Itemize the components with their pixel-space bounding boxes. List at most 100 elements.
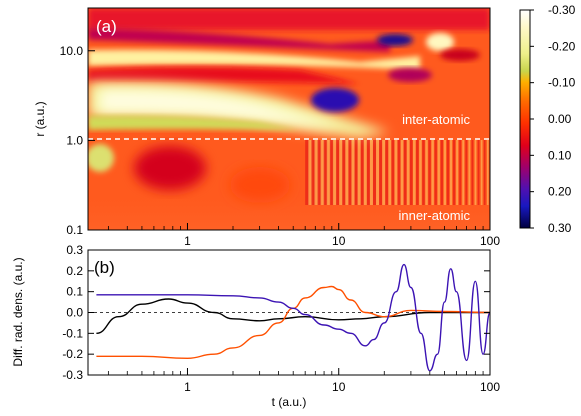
oscillation-stripe bbox=[335, 140, 340, 205]
line-y-tick-label: -0.1 bbox=[62, 326, 83, 340]
colorbar-tick-label: -0.10 bbox=[548, 76, 576, 90]
colorbar-gradient bbox=[519, 9, 531, 229]
heatmap-panel: (a) inter-atomic inner-atomic 1 10 1000.11… bbox=[33, 7, 501, 248]
oscillation-stripe bbox=[388, 140, 392, 205]
oscillation-stripe bbox=[465, 140, 468, 205]
oscillation-stripe bbox=[320, 140, 325, 205]
oscillation-stripe bbox=[394, 140, 398, 205]
oscillation-stripe bbox=[345, 140, 349, 205]
oscillation-stripe bbox=[428, 140, 431, 205]
oscillation-stripe bbox=[339, 140, 343, 205]
oscillation-stripe bbox=[363, 140, 367, 205]
oscillation-stripe bbox=[385, 140, 389, 205]
annotation-inner-atomic: inner-atomic bbox=[398, 208, 470, 223]
oscillation-stripe bbox=[406, 140, 410, 205]
series-line-0 bbox=[96, 298, 490, 334]
line-y-tick-label: 0.3 bbox=[66, 243, 83, 257]
oscillation-stripe bbox=[382, 140, 386, 205]
heatmap-y-tick-label: 10.0 bbox=[60, 44, 84, 58]
oscillation-stripe bbox=[486, 140, 489, 205]
oscillation-stripe bbox=[357, 140, 361, 205]
oscillation-stripe bbox=[317, 140, 322, 205]
oscillation-stripe bbox=[440, 140, 443, 205]
line-x-tick-label: 10 bbox=[332, 380, 346, 394]
oscillation-stripe bbox=[434, 140, 437, 205]
line-y-label: Diff. rad. dens. (a.u.) bbox=[11, 257, 25, 366]
heatmap-y-tick-label: 1.0 bbox=[66, 133, 83, 147]
line-series bbox=[96, 263, 490, 372]
annotation-inter-atomic: inter-atomic bbox=[402, 112, 470, 127]
colorbar-tick-label: 0.10 bbox=[548, 148, 572, 162]
oscillation-stripe bbox=[474, 140, 477, 205]
oscillation-stripe bbox=[391, 140, 395, 205]
oscillation-stripe bbox=[397, 140, 401, 205]
oscillation-stripe bbox=[314, 140, 319, 205]
oscillation-stripe bbox=[446, 140, 450, 205]
colorbar-ticks: -0.30 -0.20 -0.10 0.00 0.10 0.20 0.30 bbox=[530, 3, 576, 235]
line-y-tick-label: 0.0 bbox=[66, 306, 83, 320]
oscillation-stripe bbox=[483, 140, 486, 205]
oscillation-stripe bbox=[437, 140, 440, 205]
series-line-2 bbox=[96, 263, 490, 372]
oscillation-stripe bbox=[348, 140, 352, 205]
oscillation-stripe bbox=[332, 140, 337, 205]
oscillation-stripe bbox=[480, 140, 483, 205]
colorbar-tick-label: 0.20 bbox=[548, 185, 572, 199]
oscillation-stripe bbox=[425, 140, 428, 205]
oscillation-stripe bbox=[468, 140, 471, 205]
heatmap-image bbox=[88, 8, 490, 230]
heatmap-y-tick-label: 0.1 bbox=[66, 223, 83, 237]
oscillation-stripe bbox=[366, 140, 370, 205]
line-panel: 1 10 100 0.3 0.2 0.1 0.0 -0.1 -0.2 -0.3 (b) Diff.… bbox=[11, 243, 500, 409]
heatmap-x-tick-label: 10 bbox=[332, 234, 346, 248]
heatmap-frame bbox=[87, 7, 491, 231]
oscillation-stripe bbox=[431, 140, 434, 205]
colorbar-tick-label: 0.00 bbox=[548, 112, 572, 126]
oscillation-stripe bbox=[449, 140, 453, 205]
oscillation-stripe bbox=[354, 140, 358, 205]
oscillation-stripe bbox=[360, 140, 364, 205]
oscillation-stripes bbox=[305, 140, 489, 205]
line-axes: 1 10 100 0.3 0.2 0.1 0.0 -0.1 -0.2 -0.3 bbox=[62, 243, 500, 394]
heatmap-y-label: r (a.u.) bbox=[33, 101, 47, 136]
line-y-tick-label: 0.2 bbox=[66, 264, 83, 278]
oscillation-stripe bbox=[379, 140, 383, 205]
oscillation-stripe bbox=[323, 140, 328, 205]
line-y-tick-label: 0.1 bbox=[66, 285, 83, 299]
colorbar-tick-label: 0.30 bbox=[548, 221, 572, 235]
oscillation-stripe bbox=[329, 140, 334, 205]
oscillation-stripe bbox=[477, 140, 480, 205]
colorbar: -0.30 -0.20 -0.10 0.00 0.10 0.20 0.30 bbox=[519, 3, 576, 235]
line-x-tick-label: 1 bbox=[184, 380, 191, 394]
oscillation-stripe bbox=[351, 140, 355, 205]
oscillation-stripe bbox=[326, 140, 331, 205]
oscillation-stripe bbox=[412, 140, 416, 205]
oscillation-stripe bbox=[416, 140, 419, 205]
oscillation-stripe bbox=[376, 140, 380, 205]
oscillation-stripe bbox=[456, 140, 459, 205]
heatmap-axes: 1 10 100 0.1 1.0 10.0 bbox=[60, 44, 501, 248]
colorbar-tick-label: -0.30 bbox=[548, 3, 576, 17]
oscillation-stripe bbox=[400, 140, 404, 205]
oscillation-stripe bbox=[409, 140, 413, 205]
oscillation-stripe bbox=[342, 140, 346, 205]
line-x-label: t (a.u.) bbox=[272, 395, 307, 409]
oscillation-stripe bbox=[471, 140, 474, 205]
panel-label-a: (a) bbox=[96, 17, 117, 36]
series-line-1 bbox=[96, 285, 490, 360]
line-y-tick-label: -0.3 bbox=[62, 368, 83, 382]
colorbar-tick-label: -0.20 bbox=[548, 39, 576, 53]
oscillation-stripe bbox=[311, 140, 316, 205]
oscillation-stripe bbox=[369, 140, 374, 205]
oscillation-stripe bbox=[419, 140, 422, 205]
oscillation-stripe bbox=[443, 140, 446, 205]
oscillation-stripe bbox=[453, 140, 456, 205]
heatmap-x-tick-label: 100 bbox=[480, 234, 500, 248]
oscillation-stripe bbox=[372, 140, 377, 205]
line-x-tick-label: 100 bbox=[480, 380, 500, 394]
oscillation-stripe bbox=[308, 140, 313, 205]
oscillation-stripe bbox=[305, 140, 310, 205]
panel-label-b: (b) bbox=[94, 258, 115, 277]
oscillation-stripe bbox=[459, 140, 462, 205]
